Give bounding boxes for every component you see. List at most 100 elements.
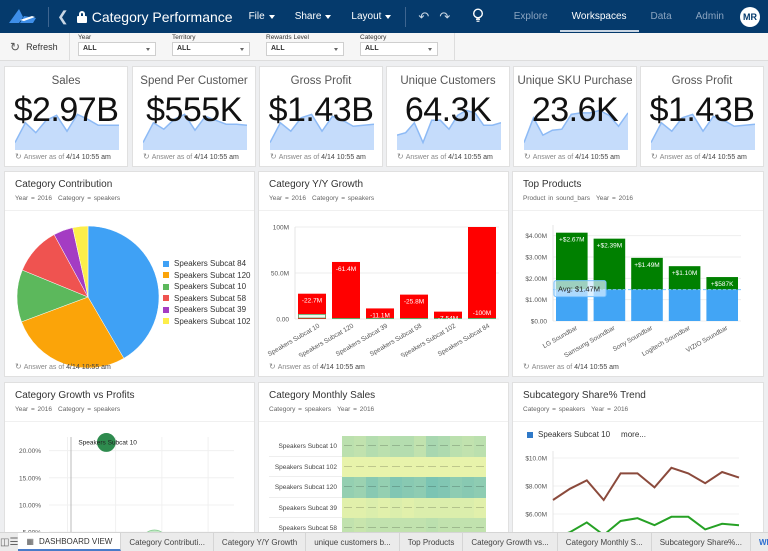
kpi-card[interactable]: Spend Per Customer $555K ↻ Answer as of 4… bbox=[132, 66, 256, 167]
heatmap-cell[interactable] bbox=[414, 436, 426, 457]
heatmap-cell[interactable] bbox=[366, 497, 378, 518]
category-select[interactable]: ALL bbox=[360, 42, 438, 56]
heatmap-cell[interactable] bbox=[450, 436, 462, 457]
menu-file[interactable]: File bbox=[249, 11, 275, 22]
heatmap-cell[interactable] bbox=[366, 456, 378, 477]
heatmap-cell[interactable] bbox=[366, 436, 378, 457]
heatmap-cell[interactable] bbox=[342, 477, 354, 498]
heatmap-cell[interactable] bbox=[474, 456, 486, 477]
legend-item[interactable]: Speakers Subcat 120 bbox=[163, 270, 251, 282]
heatmap-cell[interactable] bbox=[462, 477, 474, 498]
kpi-card[interactable]: Gross Profit $1.43B ↻ Answer as of 4/14 1… bbox=[640, 66, 764, 167]
heatmap-cell[interactable] bbox=[354, 477, 366, 498]
app-logo[interactable] bbox=[6, 0, 40, 33]
tab-item[interactable]: Subcategory Share%... bbox=[652, 533, 751, 551]
legend-item[interactable]: Speakers Subcat 58 bbox=[163, 293, 251, 305]
heatmap-cell[interactable] bbox=[390, 497, 402, 518]
nav-explore[interactable]: Explore bbox=[513, 11, 548, 22]
kpi-card[interactable]: Unique Customers 64.3K ↻ Answer as of 4/1… bbox=[386, 66, 510, 167]
heatmap-cell[interactable] bbox=[438, 456, 450, 477]
nav-workspaces[interactable]: Workspaces bbox=[559, 0, 639, 33]
card-category-growth-vs-profits[interactable]: Category Growth vs Profits Year = 2016 Ca… bbox=[4, 382, 255, 542]
kpi-card[interactable]: Unique SKU Purchase 23.6K ↻ Answer as of … bbox=[513, 66, 637, 167]
menu-layout[interactable]: Layout bbox=[351, 11, 392, 22]
heatmap-cell[interactable] bbox=[450, 456, 462, 477]
redo-icon[interactable]: ↷ bbox=[439, 8, 451, 24]
card-category-contribution[interactable]: Category Contribution Year = 2016 Categor… bbox=[4, 171, 255, 377]
tab-item[interactable]: Top Products bbox=[400, 533, 464, 551]
heatmap-cell[interactable] bbox=[426, 456, 438, 477]
heatmap-cell[interactable] bbox=[354, 436, 366, 457]
tab-item[interactable]: Category Monthly S... bbox=[558, 533, 652, 551]
card-category-yy-growth[interactable]: Category Y/Y Growth Year = 2016 Category … bbox=[258, 171, 509, 377]
heatmap-cell[interactable] bbox=[426, 436, 438, 457]
heatmap-cell[interactable] bbox=[402, 436, 414, 457]
heatmap-cell[interactable] bbox=[390, 436, 402, 457]
row-divider bbox=[269, 496, 343, 498]
data-label: -22.7M bbox=[302, 298, 322, 305]
card-top-products[interactable]: Top Products Product in sound_bars Year =… bbox=[512, 171, 764, 377]
legend-item[interactable]: Speakers Subcat 84 bbox=[163, 258, 251, 270]
heatmap-cell[interactable] bbox=[438, 497, 450, 518]
card-subcategory-share-trend[interactable]: Subcategory Share% Trend Category = spea… bbox=[512, 382, 764, 542]
heatmap-cell[interactable] bbox=[450, 497, 462, 518]
heatmap-cell[interactable] bbox=[450, 477, 462, 498]
user-avatar[interactable]: MR bbox=[740, 6, 760, 27]
heatmap-cell[interactable] bbox=[378, 456, 390, 477]
heatmap-cell[interactable] bbox=[462, 436, 474, 457]
heatmap-cell[interactable] bbox=[474, 436, 486, 457]
heatmap-cell[interactable] bbox=[378, 497, 390, 518]
undo-icon[interactable]: ↶ bbox=[418, 8, 430, 24]
heatmap-cell[interactable] bbox=[378, 477, 390, 498]
heatmap-cell[interactable] bbox=[438, 477, 450, 498]
heatmap-cell[interactable] bbox=[402, 477, 414, 498]
heatmap-cell[interactable] bbox=[474, 497, 486, 518]
year-select[interactable]: ALL bbox=[78, 42, 156, 56]
heatmap-cell[interactable] bbox=[390, 456, 402, 477]
rewards-level-select[interactable]: ALL bbox=[266, 42, 344, 56]
tab-dashboard-view[interactable]: ▦ DASHBOARD VIEW bbox=[18, 533, 122, 551]
sparkline-area bbox=[143, 114, 247, 150]
heatmap-cell[interactable] bbox=[426, 477, 438, 498]
tab-item[interactable]: unique customers b... bbox=[306, 533, 400, 551]
heatmap-cell[interactable] bbox=[414, 456, 426, 477]
tab-item[interactable]: Category Growth vs... bbox=[463, 533, 558, 551]
heatmap-cell[interactable] bbox=[390, 477, 402, 498]
nav-admin[interactable]: Admin bbox=[695, 11, 724, 22]
heatmap-cell[interactable] bbox=[378, 436, 390, 457]
heatmap-cell[interactable] bbox=[462, 456, 474, 477]
heatmap-cell[interactable] bbox=[414, 497, 426, 518]
heatmap-cell[interactable] bbox=[414, 477, 426, 498]
kpi-card[interactable]: Gross Profit $1.43B ↻ Answer as of 4/14 1… bbox=[259, 66, 383, 167]
lightbulb-icon[interactable] bbox=[472, 7, 484, 26]
back-chevron-icon[interactable]: ❮ bbox=[57, 8, 69, 24]
card-category-monthly-sales[interactable]: Category Monthly Sales Category = speake… bbox=[258, 382, 509, 542]
legend-item[interactable]: Speakers Subcat 102 bbox=[163, 316, 251, 328]
tab-item[interactable]: Category Contributi... bbox=[121, 533, 214, 551]
legend-more-link[interactable]: more... bbox=[621, 430, 646, 439]
heatmap-cell[interactable] bbox=[342, 456, 354, 477]
heatmap-cell[interactable] bbox=[342, 436, 354, 457]
kpi-card[interactable]: Sales $2.97B ↻ Answer as of 4/14 10:55 am bbox=[4, 66, 128, 167]
legend-item[interactable]: Speakers Subcat 10 bbox=[163, 281, 251, 293]
legend-item[interactable]: Speakers Subcat 39 bbox=[163, 304, 251, 316]
heatmap-cell[interactable] bbox=[474, 477, 486, 498]
heatmap-cell[interactable] bbox=[438, 436, 450, 457]
heatmap-cell[interactable] bbox=[426, 497, 438, 518]
menu-share[interactable]: Share bbox=[295, 11, 332, 22]
list-icon[interactable]: ☰ bbox=[9, 536, 19, 548]
heatmap-cell[interactable] bbox=[354, 497, 366, 518]
subtitle-year: Year = 2016 bbox=[591, 406, 629, 413]
tab-item[interactable]: WI bbox=[751, 533, 768, 551]
heatmap-cell[interactable] bbox=[402, 456, 414, 477]
heatmap-cell[interactable] bbox=[402, 497, 414, 518]
refresh-button[interactable]: ↻ Refresh bbox=[0, 33, 70, 61]
territory-select[interactable]: ALL bbox=[172, 42, 250, 56]
nav-data[interactable]: Data bbox=[650, 11, 672, 22]
tab-item[interactable]: Category Y/Y Growth bbox=[214, 533, 307, 551]
panel-toggle-icon[interactable]: ◫ bbox=[0, 536, 10, 548]
heatmap-cell[interactable] bbox=[366, 477, 378, 498]
heatmap-cell[interactable] bbox=[342, 497, 354, 518]
heatmap-cell[interactable] bbox=[462, 497, 474, 518]
heatmap-cell[interactable] bbox=[354, 456, 366, 477]
